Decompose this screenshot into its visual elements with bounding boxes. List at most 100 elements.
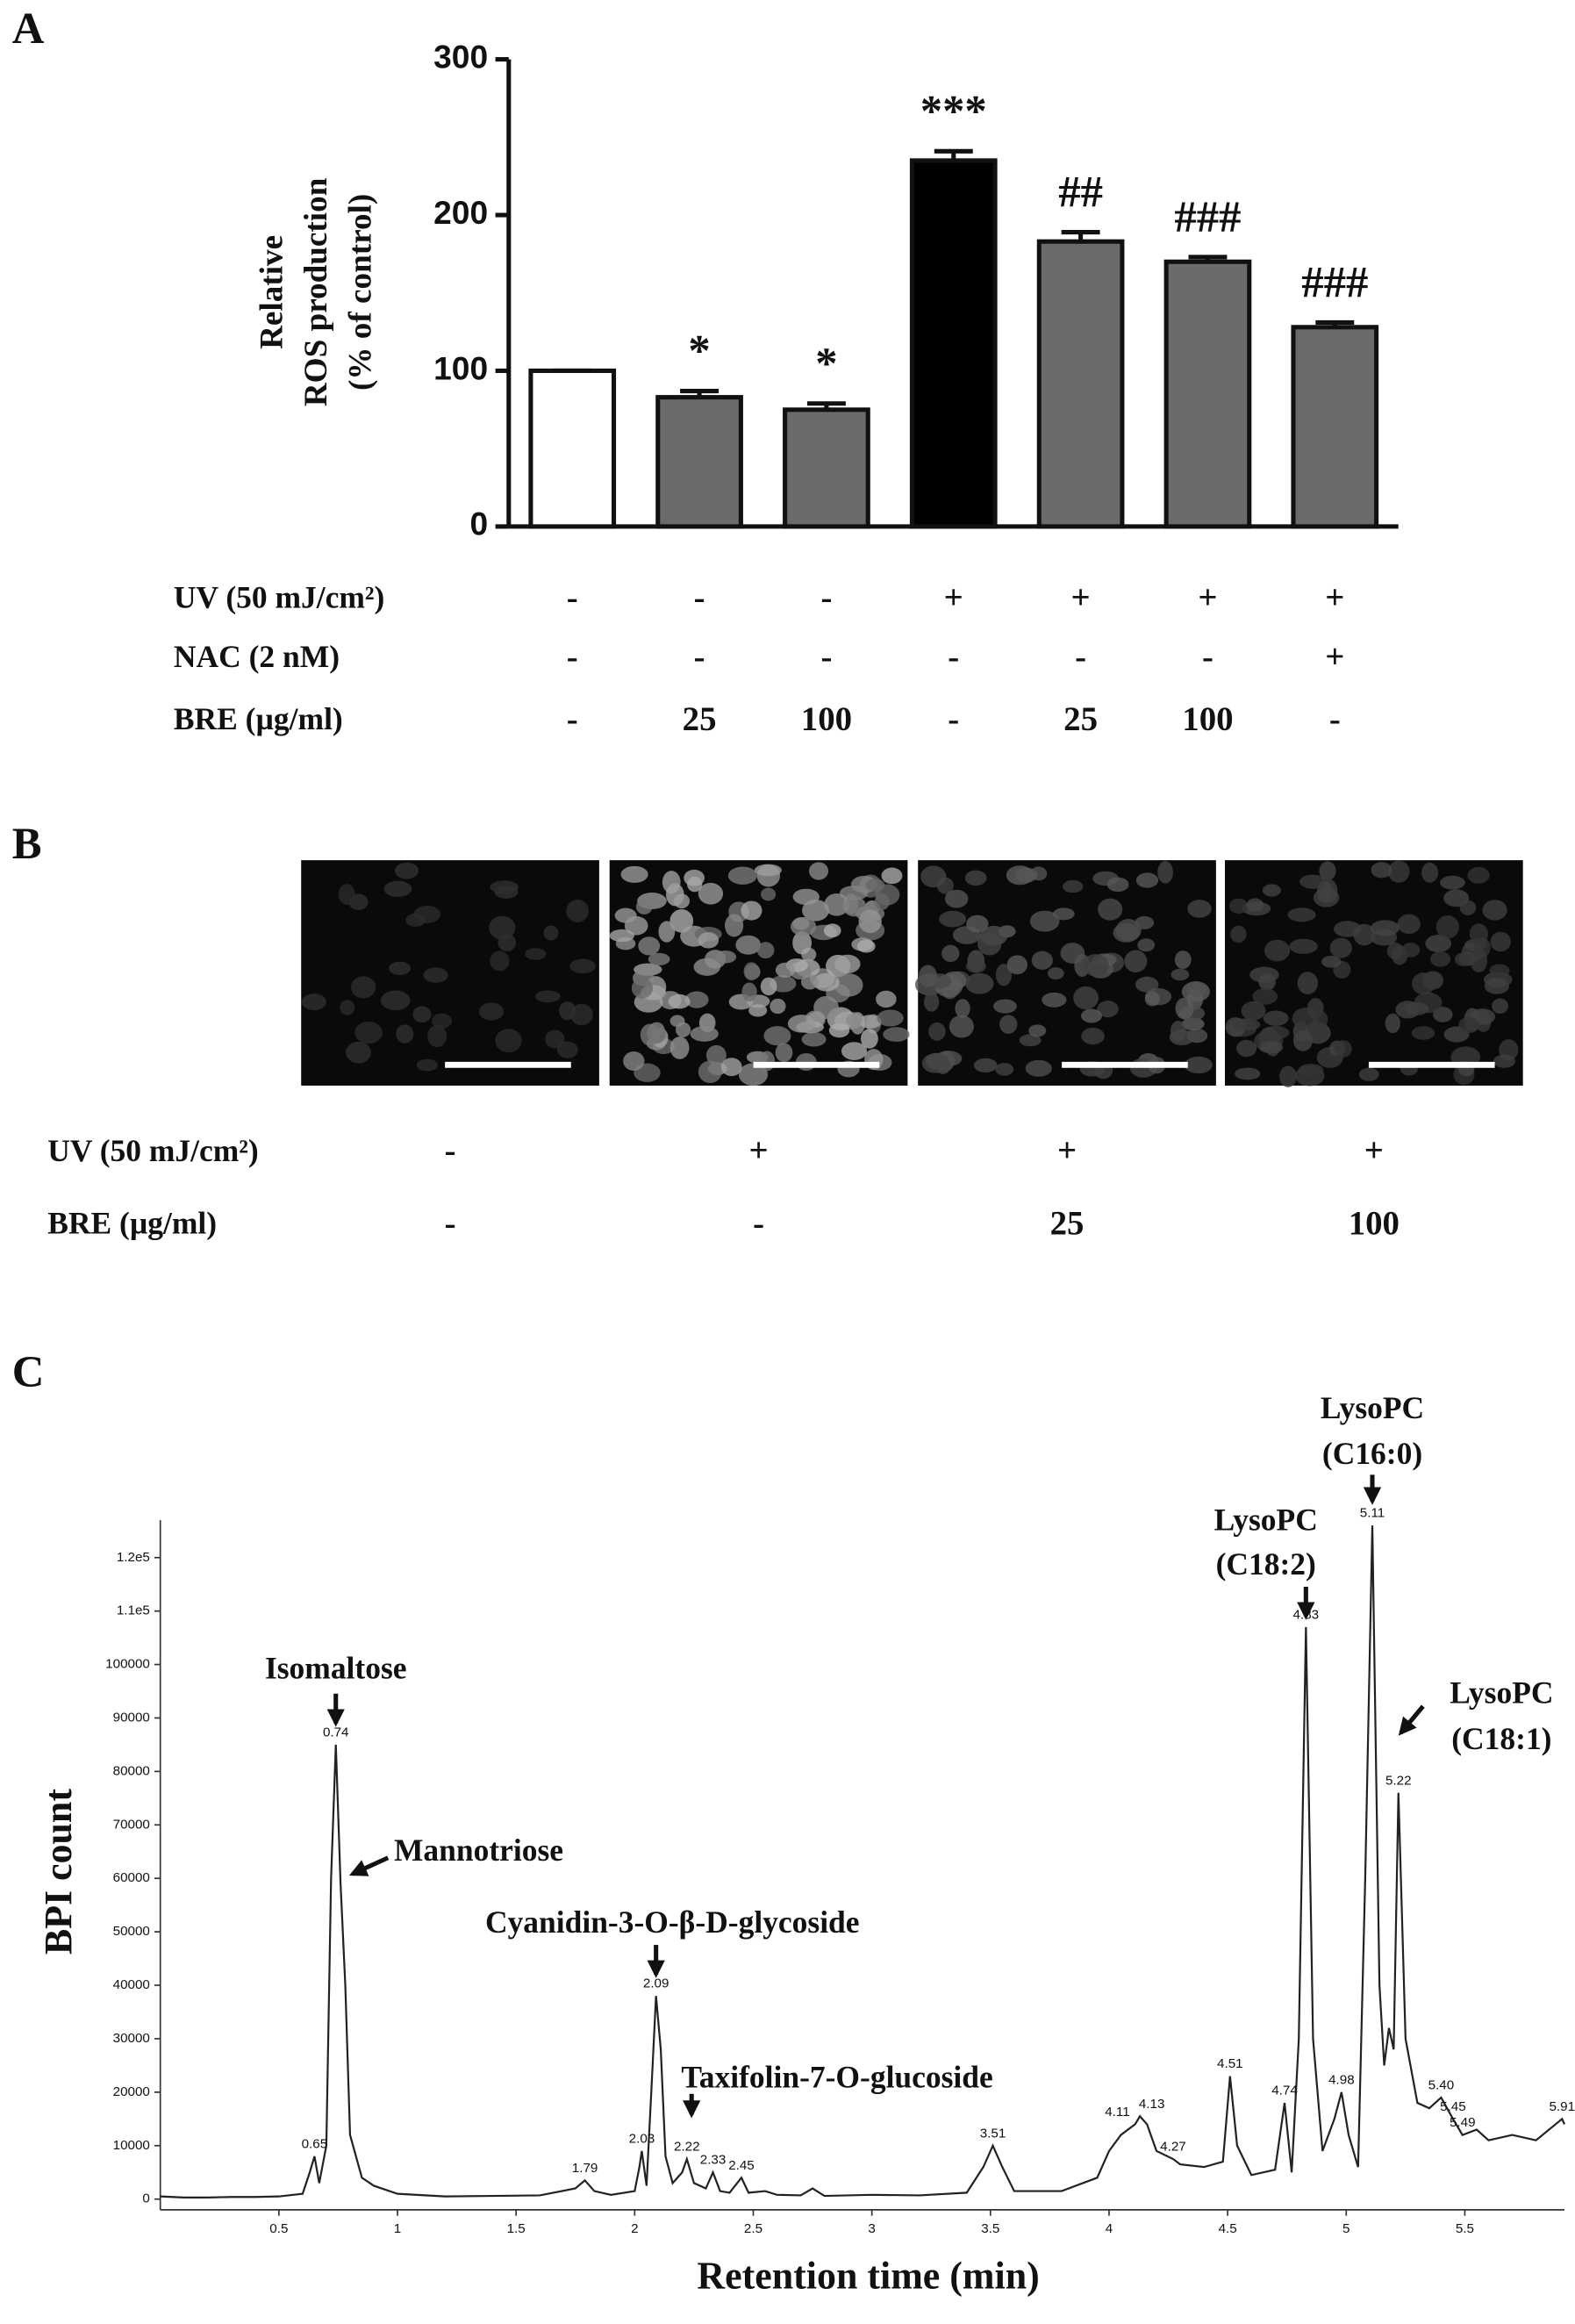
cell (1174, 950, 1192, 970)
cell (570, 1003, 593, 1026)
cell (881, 867, 903, 885)
significance-label: ### (1174, 192, 1241, 241)
peak-label: 0.65 (302, 2136, 328, 2151)
peak-label: 3.51 (980, 2126, 1006, 2141)
cell (698, 1060, 722, 1084)
cell (1031, 950, 1053, 970)
cell (883, 1027, 910, 1042)
treatment-value: + (748, 1132, 768, 1170)
cell (489, 915, 516, 940)
cell (556, 1041, 578, 1058)
cell (1387, 860, 1410, 883)
cell (1470, 949, 1488, 973)
cell (760, 977, 777, 996)
cell (928, 1022, 946, 1041)
cell (920, 865, 947, 888)
treatment-label: BRE (µg/ml) (174, 701, 343, 736)
cell (490, 880, 519, 894)
y-tick-label: 100 (433, 349, 488, 386)
cell (1170, 1021, 1186, 1043)
cell (301, 993, 326, 1011)
cell (856, 939, 876, 953)
peak-label: 1.79 (572, 2161, 598, 2176)
significance-label: ### (1301, 258, 1368, 307)
cell (714, 950, 737, 964)
cell (1264, 939, 1291, 962)
treatment-label: BRE (µg/ml) (47, 1206, 217, 1241)
cell (1353, 923, 1376, 946)
cell (1289, 938, 1318, 954)
cell (1181, 1017, 1205, 1031)
cell (741, 900, 762, 921)
treatment-value: - (1329, 700, 1341, 738)
cell (351, 976, 376, 999)
cell (1063, 879, 1084, 893)
cell (669, 1036, 690, 1059)
cell (1312, 1010, 1328, 1029)
cell (389, 961, 412, 975)
cell (1458, 1016, 1480, 1034)
bar (655, 395, 743, 529)
peak-label: 4.27 (1160, 2140, 1186, 2155)
x-tick-label: 5 (1342, 2221, 1349, 2236)
peak-label: 4.51 (1217, 2056, 1243, 2071)
cell (842, 896, 867, 917)
cell (1404, 1001, 1429, 1015)
cell (1228, 898, 1249, 915)
annotation-label: Taxifolin-7-O-glucoside (681, 2060, 992, 2095)
cell (1135, 976, 1159, 993)
cell (1279, 1065, 1297, 1087)
cell (1454, 952, 1471, 966)
y-tick-label: 60000 (113, 1870, 150, 1885)
cell (569, 958, 596, 974)
y-tick-label: 80000 (113, 1763, 150, 1778)
cell (1106, 877, 1129, 893)
y-tick-label: 30000 (113, 2031, 150, 2046)
cell (416, 1058, 439, 1072)
cell (432, 1013, 453, 1029)
cell (1053, 907, 1075, 921)
cell (1492, 998, 1509, 1015)
cell (1321, 955, 1342, 968)
cell (1098, 898, 1123, 921)
cell (1493, 1054, 1516, 1068)
cell (1433, 1007, 1453, 1022)
treatment-label: NAC (2 nM) (174, 639, 340, 674)
cell (741, 982, 757, 1001)
annotation-label: (C16:0) (1322, 1436, 1422, 1471)
cell (1081, 1027, 1105, 1045)
cell (735, 935, 762, 955)
y-tick-label: 10000 (113, 2138, 150, 2153)
cell (834, 954, 861, 974)
cell (423, 967, 448, 983)
cell (609, 929, 634, 943)
cell (1489, 964, 1510, 978)
cell (1025, 1059, 1052, 1077)
y-tick-label: 200 (433, 194, 488, 231)
treatment-value: 100 (801, 700, 852, 738)
cell (824, 893, 849, 916)
cell (802, 899, 829, 922)
treatment-value: - (753, 1204, 764, 1242)
cell (405, 913, 426, 927)
treatment-value: 25 (1050, 1204, 1085, 1242)
cell (724, 914, 744, 937)
peak-label: 5.11 (1360, 1506, 1385, 1521)
panel-label: C (12, 1347, 45, 1396)
cell (949, 1015, 974, 1038)
cell (792, 888, 820, 906)
cell (478, 1002, 505, 1021)
cell (965, 959, 986, 973)
panel-label: A (12, 4, 45, 53)
cell (754, 864, 782, 877)
cell (412, 1006, 432, 1023)
cell (1137, 938, 1156, 952)
treatment-value: + (1325, 578, 1344, 616)
y-tick-label: 90000 (113, 1710, 150, 1725)
cell (705, 1044, 727, 1066)
treatment-value: + (1198, 578, 1217, 616)
cell (995, 1063, 1014, 1076)
cell (966, 915, 989, 933)
cell (808, 862, 829, 880)
